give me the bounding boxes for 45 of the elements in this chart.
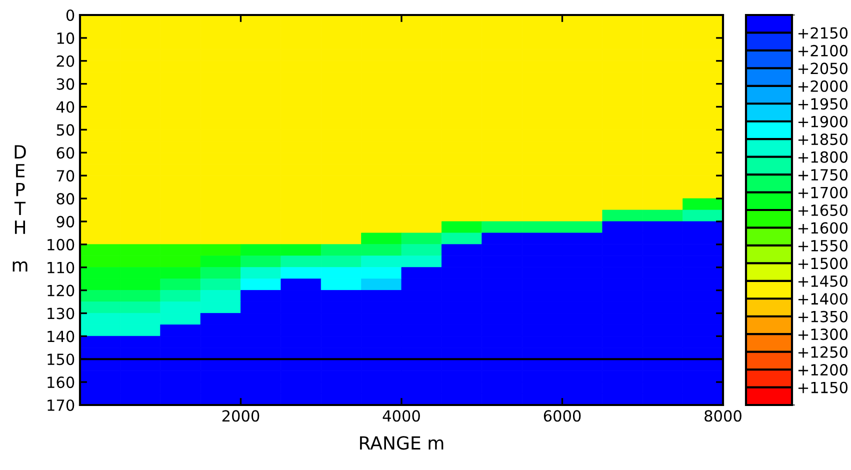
x-axis-title: RANGE m: [360, 436, 444, 450]
color-bar-label: +1200: [798, 364, 848, 376]
color-bar-label: +1950: [798, 98, 848, 110]
color-bar-label: +1650: [798, 204, 848, 216]
color-bar-label: +1600: [798, 222, 848, 234]
x-tick-label: 6000: [544, 410, 581, 422]
color-bar-label: +1850: [798, 134, 848, 146]
y-tick-label: 70: [56, 170, 74, 182]
color-bar-label: +1900: [798, 116, 848, 128]
color-bar-label: +2100: [798, 44, 848, 56]
color-bar-label: +1500: [798, 258, 848, 270]
y-tick-label: 80: [56, 192, 74, 205]
color-bar-label: +1800: [798, 151, 848, 163]
y-tick-label: 160: [48, 376, 74, 388]
color-bar-label: +1700: [798, 186, 848, 198]
x-tick-label: 4000: [382, 410, 420, 422]
color-bar-label: +2050: [798, 62, 848, 74]
y-tick-label: 170: [48, 399, 74, 412]
y-tick-label: 100: [48, 238, 74, 250]
color-bar-label: +1550: [798, 240, 848, 252]
color-bar-label: +1250: [798, 346, 848, 358]
y-tick-label: 40: [56, 101, 74, 113]
y-tick-label: 20: [56, 55, 74, 67]
color-bar-label: +1750: [798, 169, 848, 181]
y-tick-label: 10: [57, 32, 74, 44]
y-tick-label: 150: [48, 354, 74, 366]
color-bar-label: +2000: [798, 80, 848, 92]
color-bar-label: +2150: [798, 27, 848, 39]
color-bar-label: +1300: [798, 328, 848, 340]
y-tick-label: 120: [48, 284, 74, 296]
color-bar-label: +1450: [798, 275, 848, 287]
y-tick-label: 50: [56, 124, 74, 136]
color-bar-label: +1350: [798, 310, 848, 322]
y-tick-label: 60: [56, 147, 74, 159]
x-tick-label: 2000: [222, 410, 260, 422]
y-tick-label: 130: [48, 308, 74, 320]
color-bar-label: +1400: [798, 293, 848, 305]
y-tick-label: 90: [56, 216, 74, 228]
text: DEPTH m: [12, 145, 28, 272]
y-tick-label: 0: [66, 9, 74, 22]
color-bar-label: +1150: [798, 382, 848, 394]
y-tick-label: 30: [56, 78, 74, 90]
x-tick-label: 8000: [704, 410, 742, 422]
y-tick-label: 140: [48, 330, 74, 342]
y-tick-label: 110: [48, 262, 74, 274]
